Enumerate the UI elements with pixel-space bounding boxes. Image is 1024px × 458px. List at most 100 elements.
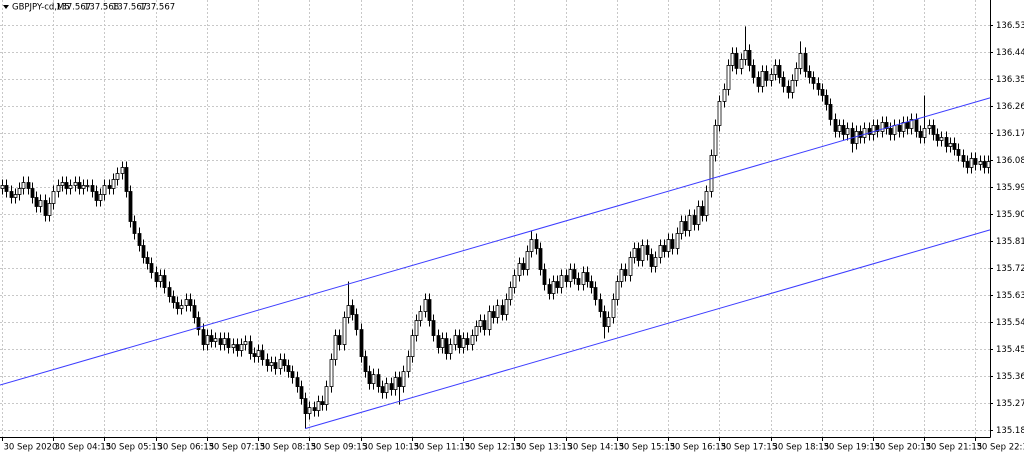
candle-body [714,125,717,155]
candle-body [881,122,884,131]
candle-body [697,206,700,224]
candle-body [923,128,926,137]
candle-body [159,276,162,282]
candle-body [129,191,132,221]
candle-body [407,357,410,372]
candle-body [829,104,832,119]
candle-body [603,312,606,327]
candle-body [543,270,546,285]
candle-body [731,53,734,65]
candle-body [411,336,414,357]
x-tick-label: 30 Sep 2020 [4,443,58,453]
x-tick-label: 30 Sep 07:15 [209,443,266,453]
y-tick-label: 135.995 [996,183,1024,193]
candle-body [394,378,397,390]
candle-body [616,282,619,300]
candle-body [556,282,559,288]
candle-body [898,125,901,131]
x-tick-label: 30 Sep 14:15 [568,443,625,453]
candle-body [774,65,777,74]
candle-body [61,182,64,185]
candle-body [95,191,98,200]
candle-body [232,345,235,348]
candle-body [445,339,448,354]
candle-body [103,185,106,194]
y-tick-label: 136.085 [996,156,1024,166]
candle-body [270,363,273,366]
candle-body [612,300,615,318]
candle-body [590,282,593,288]
candle-body [449,345,452,354]
candle-body [804,53,807,71]
candle-body [778,65,781,77]
candle-body [330,360,333,387]
y-tick-label: 135.815 [996,237,1024,247]
x-tick-label: 30 Sep 17:15 [721,443,778,453]
candle-body [385,384,388,393]
candle-body [629,258,632,276]
candle-body [812,77,815,83]
candle-body [279,360,282,369]
candle-body [735,53,738,68]
x-tick-label: 30 Sep 22:15 [977,443,1024,453]
candle-body [684,222,687,231]
candle-body [799,53,802,68]
candle-body [808,71,811,77]
candle-body [748,50,751,65]
candle-body [483,321,486,330]
candle-body [185,300,188,306]
candle-body [368,372,371,384]
candle-body [65,182,68,188]
y-tick-label: 135.455 [996,345,1024,355]
candle-body [838,125,841,131]
candle-body [206,336,209,345]
candle-body [552,282,555,294]
candle-body [78,182,81,188]
candle-body [163,276,166,288]
candle-body [69,185,72,188]
candle-body [509,288,512,300]
candle-body [770,74,773,80]
candle-body [266,360,269,366]
candle-body [573,270,576,279]
candle-body [513,276,516,288]
candle-body [86,185,89,186]
candle-body [343,318,346,345]
candle-body [825,95,828,104]
candle-body [962,155,965,161]
candle-body [454,336,457,345]
candle-body [257,351,260,357]
candle-body [236,345,239,351]
candle-body [133,222,136,234]
candle-body [787,86,790,92]
candle-body [902,122,905,131]
candle-body [817,83,820,89]
candle-body [355,315,358,330]
candle-body [57,185,60,191]
candle-body [671,240,674,249]
candle-body [428,300,431,321]
candle-body [82,185,85,188]
candle-body [300,387,303,399]
candle-body [202,330,205,345]
x-tick-label: 30 Sep 06:15 [158,443,215,453]
y-tick-label: 136.355 [996,75,1024,85]
candle-body [5,185,8,191]
candle-body [693,215,696,224]
candle-body [108,185,111,188]
candle-body [240,345,243,351]
candle-body [565,276,568,282]
candle-body [193,306,196,318]
candle-body [27,182,30,188]
candle-body [599,300,602,312]
x-tick-label: 30 Sep 15:15 [619,443,676,453]
candle-body [782,77,785,86]
candle-body [189,300,192,306]
candle-body [52,191,55,203]
header-price: 137.567 [140,3,175,13]
x-tick-label: 30 Sep 10:15 [363,443,420,453]
candle-body [287,366,290,372]
candle-body [44,200,47,215]
y-tick-label: 135.275 [996,399,1024,409]
